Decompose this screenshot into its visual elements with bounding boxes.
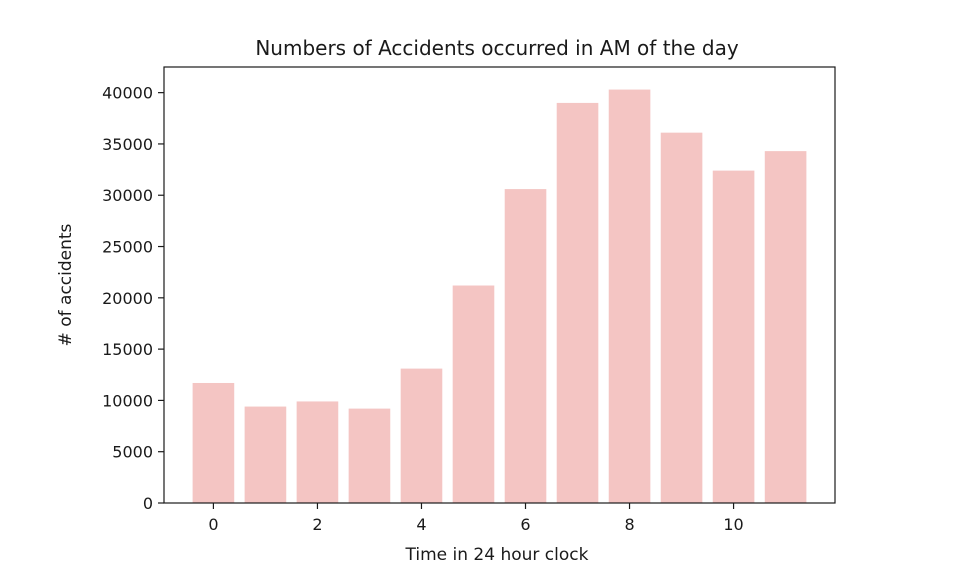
chart-title: Numbers of Accidents occurred in AM of t… [255,36,738,60]
bar-8 [608,89,651,504]
y-tick-label-15000: 15000 [102,340,153,359]
bar-6 [504,189,547,503]
y-axis-label: # of accidents [56,223,76,346]
y-tick-label-10000: 10000 [102,391,153,410]
x-axis-label: Time in 24 hour clock [405,545,589,565]
x-tick-label-10: 10 [723,515,743,534]
bars-group [192,89,807,504]
y-tick-label-5000: 5000 [112,443,153,462]
x-tick-label-8: 8 [624,515,634,534]
bar-4 [400,368,443,503]
x-tick-label-2: 2 [312,515,322,534]
bar-3 [348,408,391,503]
x-tick-label-0: 0 [208,515,218,534]
bar-11 [764,151,807,503]
bar-0 [192,382,235,503]
y-tick-label-20000: 20000 [102,289,153,308]
y-tick-label-0: 0 [143,494,153,513]
x-tick-label-6: 6 [520,515,530,534]
bar-10 [712,170,755,503]
bar-9 [660,132,703,503]
x-tick-label-4: 4 [416,515,426,534]
y-tick-label-30000: 30000 [102,186,153,205]
plot-frame [163,66,836,504]
bar-7 [556,102,599,503]
bar-1 [244,406,287,503]
bar-5 [452,285,495,503]
y-axis: 0 5000 10000 15000 20000 25000 30000 35000 40000 [102,84,164,513]
y-tick-label-35000: 35000 [102,135,153,154]
y-tick-label-25000: 25000 [102,238,153,257]
y-tick-label-40000: 40000 [102,84,153,103]
x-axis: 0 2 4 6 8 10 [208,503,744,534]
bar-2 [296,401,339,503]
